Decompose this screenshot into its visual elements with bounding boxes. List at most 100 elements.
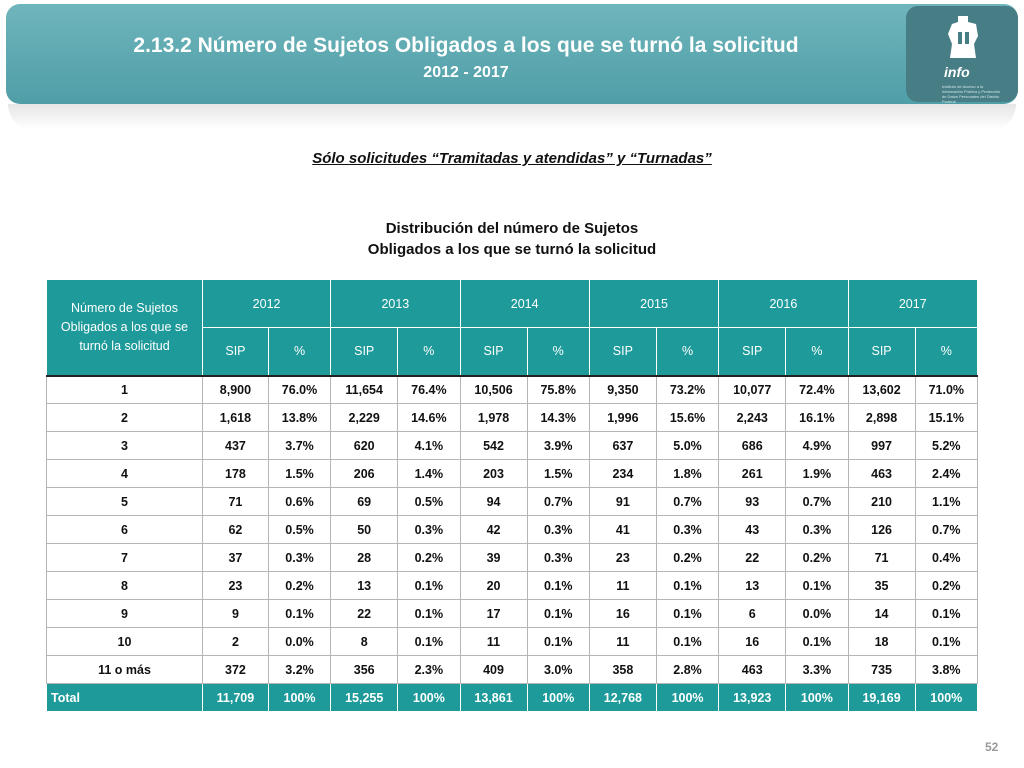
row-label: 6 <box>46 515 203 544</box>
percent-cell: 1.5% <box>267 459 332 488</box>
percent-cell: 0.3% <box>785 515 849 544</box>
percent-cell: 3.9% <box>526 431 590 460</box>
logo-text: info <box>944 64 970 80</box>
year-header: 2014 <box>459 279 590 328</box>
page-number: 52 <box>985 740 999 754</box>
percent-cell: 76.0% <box>267 375 332 404</box>
sip-cell: 15,255 <box>330 683 399 712</box>
table-row: 1 8,900 76.0% 11,654 76.4% 10,506 75.8% 9,350 73… <box>46 375 979 404</box>
sip-cell: 637 <box>588 431 657 460</box>
sip-cell: 11,709 <box>202 683 269 712</box>
percent-cell: 0.5% <box>267 515 332 544</box>
row-label: 8 <box>46 571 203 600</box>
table-row: 7 37 0.3% 28 0.2% 39 0.3% 23 0.2% 22 0.2% 71 0.4% <box>46 543 979 572</box>
sip-cell: 686 <box>718 431 787 460</box>
sip-cell: 210 <box>847 487 916 516</box>
sip-cell: 9,350 <box>588 375 657 404</box>
percent-cell: 14.6% <box>397 403 461 432</box>
percent-cell: 100% <box>267 683 332 712</box>
banner-shadow <box>8 104 1016 130</box>
percent-cell: 100% <box>785 683 849 712</box>
percent-cell: 0.1% <box>397 599 461 628</box>
page-subtitle: 2012 - 2017 <box>423 64 509 81</box>
percent-cell: 15.1% <box>914 403 979 432</box>
sip-cell: 42 <box>459 515 528 544</box>
sip-cell: 16 <box>588 599 657 628</box>
distribution-table: Número de Sujetos Obligados a los que se… <box>46 279 979 712</box>
sip-cell: 39 <box>459 543 528 572</box>
percent-header: % <box>397 327 461 377</box>
sip-cell: 6 <box>718 599 787 628</box>
percent-cell: 3.0% <box>526 655 590 684</box>
sip-cell: 358 <box>588 655 657 684</box>
percent-cell: 3.7% <box>267 431 332 460</box>
sip-cell: 23 <box>202 571 269 600</box>
sip-cell: 1,996 <box>588 403 657 432</box>
sip-cell: 18 <box>847 627 916 656</box>
sip-cell: 28 <box>330 543 399 572</box>
sip-cell: 1,618 <box>202 403 269 432</box>
percent-cell: 0.1% <box>526 599 590 628</box>
sip-cell: 9 <box>202 599 269 628</box>
sip-cell: 11,654 <box>330 375 399 404</box>
percent-cell: 0.1% <box>655 627 720 656</box>
row-label: 7 <box>46 543 203 572</box>
table-row: 9 9 0.1% 22 0.1% 17 0.1% 16 0.1% 6 0.0% 14 0.1% <box>46 599 979 628</box>
percent-cell: 71.0% <box>914 375 979 404</box>
table-row: 5 71 0.6% 69 0.5% 94 0.7% 91 0.7% 93 0.7% 210 1.1% <box>46 487 979 516</box>
sip-cell: 2,243 <box>718 403 787 432</box>
percent-cell: 5.2% <box>914 431 979 460</box>
percent-cell: 73.2% <box>655 375 720 404</box>
percent-cell: 0.4% <box>914 543 979 572</box>
percent-cell: 0.2% <box>267 571 332 600</box>
sip-cell: 8 <box>330 627 399 656</box>
sip-cell: 43 <box>718 515 787 544</box>
sip-cell: 234 <box>588 459 657 488</box>
sip-header: SIP <box>459 327 528 377</box>
year-header: 2016 <box>718 279 849 328</box>
percent-cell: 0.1% <box>785 627 849 656</box>
sip-cell: 16 <box>718 627 787 656</box>
sip-cell: 356 <box>330 655 399 684</box>
sip-cell: 13 <box>718 571 787 600</box>
row-label: 5 <box>46 487 203 516</box>
row-label: 2 <box>46 403 203 432</box>
year-header-row: Número de Sujetos Obligados a los que se… <box>46 279 979 377</box>
percent-cell: 1.8% <box>655 459 720 488</box>
table-row: 4 178 1.5% 206 1.4% 203 1.5% 234 1.8% 261 1.9% 463 2… <box>46 459 979 488</box>
row-label: 10 <box>46 627 203 656</box>
percent-cell: 0.1% <box>655 599 720 628</box>
sip-cell: 620 <box>330 431 399 460</box>
percent-cell: 16.1% <box>785 403 849 432</box>
sip-cell: 126 <box>847 515 916 544</box>
percent-cell: 1.4% <box>397 459 461 488</box>
sip-cell: 542 <box>459 431 528 460</box>
percent-cell: 100% <box>526 683 590 712</box>
sip-cell: 11 <box>588 571 657 600</box>
percent-cell: 0.3% <box>526 515 590 544</box>
sip-header: SIP <box>588 327 657 377</box>
sip-cell: 997 <box>847 431 916 460</box>
total-row: Total 11,709 100% 15,255 100% 13,861 100% 12,76… <box>46 683 979 712</box>
sip-cell: 13,923 <box>718 683 787 712</box>
sip-cell: 13,602 <box>847 375 916 404</box>
sip-cell: 2,898 <box>847 403 916 432</box>
percent-cell: 14.3% <box>526 403 590 432</box>
row-label: 3 <box>46 431 203 460</box>
percent-cell: 100% <box>914 683 979 712</box>
percent-header: % <box>655 327 720 377</box>
percent-cell: 0.1% <box>785 571 849 600</box>
sip-cell: 203 <box>459 459 528 488</box>
table-row: 11 o más 372 3.2% 356 2.3% 409 3.0% 358 2.8% 463 3… <box>46 655 979 684</box>
sip-cell: 12,768 <box>588 683 657 712</box>
percent-cell: 100% <box>397 683 461 712</box>
percent-cell: 0.3% <box>267 543 332 572</box>
percent-cell: 0.0% <box>267 627 332 656</box>
percent-cell: 72.4% <box>785 375 849 404</box>
sip-cell: 10,506 <box>459 375 528 404</box>
sip-cell: 94 <box>459 487 528 516</box>
sip-cell: 2,229 <box>330 403 399 432</box>
table-row: 8 23 0.2% 13 0.1% 20 0.1% 11 0.1% 13 0.1% 35 0.2% <box>46 571 979 600</box>
percent-header: % <box>526 327 590 377</box>
percent-cell: 1.1% <box>914 487 979 516</box>
